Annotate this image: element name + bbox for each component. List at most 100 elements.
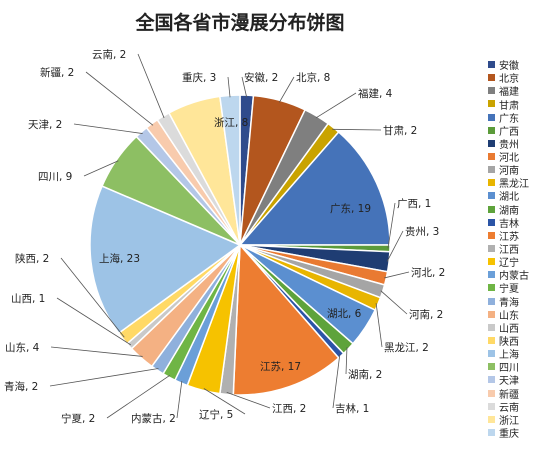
slice-label: 广东, 19 (330, 202, 371, 215)
legend-label: 河南 (499, 166, 519, 178)
legend-swatch (488, 61, 495, 69)
slice-label: 青海, 2 (4, 380, 38, 393)
legend-item: 陕西 (488, 334, 548, 349)
legend-item: 天津 (488, 373, 548, 388)
legend-swatch (488, 271, 495, 279)
slice-label: 福建, 4 (358, 87, 393, 100)
leader-line (106, 374, 171, 419)
legend-item: 重庆 (488, 426, 548, 440)
legend-label: 新疆 (499, 389, 519, 401)
legend-swatch (488, 389, 495, 397)
legend-item: 湖南 (488, 203, 548, 217)
legend-swatch (488, 218, 495, 226)
legend-label: 陕西 (499, 337, 519, 349)
slice-label: 河北, 2 (411, 267, 445, 279)
legend-label: 内蒙古 (499, 271, 529, 283)
slice-label: 云南, 2 (92, 48, 126, 61)
legend-swatch (488, 284, 495, 292)
legend-swatch (488, 350, 495, 358)
legend-swatch (488, 245, 495, 253)
leader-line (176, 381, 183, 419)
legend-swatch (488, 415, 495, 423)
legend-label: 天津 (499, 376, 519, 388)
legend-item: 上海 (488, 347, 548, 362)
leader-line (226, 392, 271, 409)
leader-line (375, 303, 383, 348)
leader-line (386, 230, 404, 262)
slice-label: 贵州, 3 (405, 225, 439, 238)
slice-label: 重庆, 3 (182, 71, 216, 84)
legend-item: 宁夏 (488, 281, 548, 296)
legend-label: 安徽 (499, 61, 519, 73)
legend-label: 上海 (499, 350, 519, 362)
legend-label: 甘肃 (499, 100, 519, 112)
slice-label: 陕西, 2 (15, 252, 49, 265)
legend-swatch (488, 323, 495, 331)
legend-swatch (488, 231, 495, 239)
slice-label: 甘肃, 2 (383, 124, 417, 137)
legend-label: 黑龙江 (499, 179, 529, 191)
slice-label: 河南, 2 (409, 308, 443, 321)
pie-slice (232, 243, 340, 396)
legend-swatch (488, 297, 495, 305)
legend-item: 新疆 (488, 387, 548, 401)
leader-line (380, 290, 408, 315)
slice-label: 四川, 9 (38, 171, 72, 183)
leader-line (345, 347, 348, 375)
pie-slice (89, 185, 242, 335)
leader-line (241, 76, 248, 98)
legend-item: 黑龙江 (488, 176, 548, 191)
slice-label: 内蒙古, 2 (131, 412, 176, 425)
legend-swatch (488, 376, 495, 384)
legend-item: 山西 (488, 321, 548, 335)
legend-item: 云南 (488, 400, 548, 414)
legend-label: 湖北 (499, 192, 519, 204)
leader-line (203, 388, 246, 415)
chart-title: 全国各省市漫展分布饼图 (135, 12, 345, 34)
leader-line (279, 76, 295, 103)
legend-item: 山东 (488, 308, 548, 322)
leader-line (73, 123, 143, 134)
legend-item: 江西 (488, 242, 548, 256)
legend-label: 浙江 (499, 415, 519, 427)
legend-label: 河北 (499, 153, 519, 165)
slice-label: 上海, 23 (99, 252, 140, 265)
legend-item: 湖北 (488, 189, 548, 204)
slice-label: 江苏, 17 (260, 360, 301, 373)
slice-label: 新疆, 2 (40, 66, 74, 79)
leader-line (315, 92, 357, 119)
leader-line (83, 160, 119, 177)
leader-line (85, 71, 154, 126)
legend-item: 福建 (488, 84, 548, 98)
leader-line (49, 368, 159, 387)
slice-label: 天津, 2 (28, 119, 62, 131)
legend-label: 江苏 (499, 231, 519, 243)
legend-swatch (488, 113, 495, 121)
legend-item: 四川 (488, 360, 548, 375)
legend-label: 四川 (499, 363, 519, 375)
legend-item: 北京 (488, 71, 548, 85)
legend-swatch (488, 258, 495, 266)
leader-line (137, 53, 165, 119)
slice-label: 山西, 1 (11, 293, 45, 305)
legend-item: 广东 (488, 111, 548, 125)
legend-swatch (488, 363, 495, 371)
slice-label: 北京, 8 (296, 71, 330, 84)
leader-line (332, 354, 341, 409)
legend-swatch (488, 100, 495, 108)
legend-label: 山西 (499, 323, 519, 335)
legend-swatch (488, 337, 495, 345)
slice-label: 湖北, 6 (327, 308, 362, 320)
legend-label: 辽宁 (499, 258, 519, 270)
legend-swatch (488, 429, 495, 436)
legend-swatch (488, 192, 495, 200)
slice-label: 宁夏, 2 (61, 412, 95, 425)
legend-item: 内蒙古 (488, 268, 548, 283)
legend-label: 宁夏 (499, 284, 519, 296)
slice-label: 黑龙江, 2 (384, 341, 429, 354)
slice-label: 江西, 2 (272, 403, 306, 415)
legend-item: 安徽 (488, 58, 548, 73)
legend-item: 浙江 (488, 413, 548, 427)
legend-label: 吉林 (499, 218, 519, 230)
